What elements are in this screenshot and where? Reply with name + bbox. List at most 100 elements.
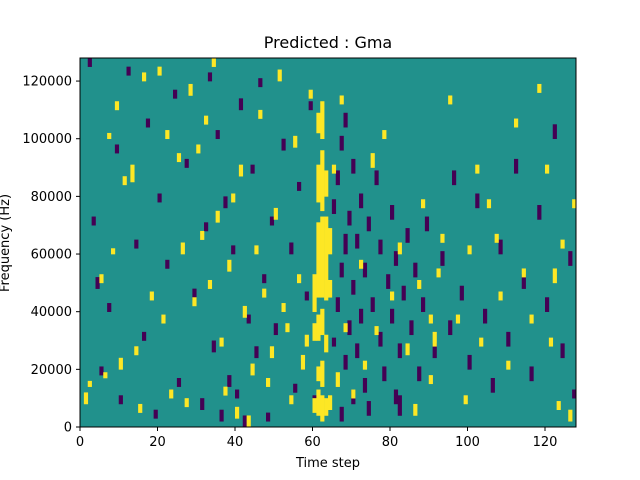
heatmap-cell-high [320, 216, 325, 298]
heatmap-cell-low [378, 331, 383, 347]
plot-area [79, 57, 577, 428]
heatmap-cell-high [142, 72, 147, 82]
heatmap-cell-low [339, 135, 344, 151]
heatmap-cell-high [432, 331, 437, 347]
y-axis-label: Frequency (Hz) [0, 194, 13, 292]
heatmap-cell-high [118, 357, 123, 370]
heatmap-cell-high [475, 164, 480, 174]
heatmap-cell-high [134, 346, 139, 356]
heatmap-cell-low [304, 291, 309, 301]
heatmap-cell-high [506, 360, 511, 370]
heatmap-cell-low [529, 366, 534, 382]
heatmap-cell-low [165, 259, 170, 269]
heatmap-cell-low [335, 170, 340, 186]
heatmap-cell-high [242, 305, 247, 318]
heatmap-cell-high [192, 297, 197, 307]
heatmap-cell-high [320, 360, 325, 387]
heatmap-cell-high [293, 135, 298, 148]
heatmap-cell-low [393, 251, 399, 266]
heatmap-cell-high [277, 69, 282, 82]
heatmap-cell-high [176, 153, 182, 163]
heatmap-cell-low [362, 377, 368, 393]
heatmap-cell-low [331, 337, 337, 347]
heatmap-cell-low [192, 288, 197, 301]
heatmap-cell-high [157, 66, 162, 76]
heatmap-cell-high [316, 389, 321, 416]
heatmap-cell-low [289, 242, 294, 255]
heatmap-cell-low [467, 354, 472, 370]
heatmap-cell-low [87, 58, 92, 67]
y-tick-label: 0 [64, 421, 72, 436]
heatmap-cell-high [421, 199, 426, 209]
heatmap-cell-high [223, 386, 228, 396]
heatmap-cell-low [176, 377, 182, 387]
heatmap-cell-low [347, 320, 352, 336]
x-tick-label: 0 [76, 435, 84, 450]
heatmap-cell-high [428, 375, 433, 385]
heatmap-cell-high [572, 199, 577, 209]
heatmap-cell-low [432, 343, 437, 359]
heatmap-cell-low [343, 112, 348, 128]
heatmap-cell-high [316, 222, 321, 298]
heatmap-cell-low [331, 199, 337, 214]
heatmap-cell-low [204, 222, 209, 232]
heatmap-cell-high [428, 314, 433, 324]
heatmap-cell-high [254, 245, 259, 255]
heatmap-cell-high [188, 83, 193, 96]
heatmap-cell-high [328, 228, 333, 255]
heatmap-cell-high [138, 403, 143, 413]
heatmap-cell-low [362, 262, 368, 278]
heatmap-cell-low [297, 181, 302, 191]
heatmap-cell-high [227, 259, 232, 272]
heatmap-cell-high [537, 83, 542, 93]
heatmap-cell-high [529, 314, 534, 324]
heatmap-cell-high [343, 323, 348, 333]
heatmap-cell-high [335, 372, 340, 387]
heatmap-cell-low [537, 205, 542, 220]
heatmap-cell-high [320, 308, 325, 336]
heatmap-cell-low [281, 138, 286, 151]
heatmap-cell-high [560, 239, 565, 249]
heatmap-cell-low [339, 262, 344, 278]
heatmap-cell-high [304, 334, 309, 347]
heatmap-cell-low [266, 412, 271, 422]
x-tick-label: 100 [455, 435, 480, 450]
heatmap-cell-high [440, 233, 445, 243]
heatmap-cell-high [316, 164, 321, 203]
heatmap-cell-high [479, 337, 484, 347]
heatmap-cell-low [359, 308, 364, 324]
heatmap-cell-low [227, 375, 232, 387]
heatmap-cell-high [87, 380, 92, 387]
heatmap-cell-high [262, 288, 267, 298]
heatmap-cell-high [269, 346, 275, 359]
heatmap-cell-high [180, 242, 185, 255]
heatmap-cell-high [556, 401, 561, 410]
y-axis: 0 20000 40000 60000 80000 100000 120000 [22, 75, 80, 436]
heatmap-cell-low [343, 233, 348, 255]
heatmap-cell-low [114, 144, 120, 154]
heatmap-cell-high [312, 398, 317, 413]
heatmap-cell-low [514, 158, 519, 174]
heatmap-cell-low [359, 193, 364, 209]
heatmap-cell-low [424, 216, 430, 232]
heatmap-cell-high [413, 403, 418, 416]
heatmap-cell-low [219, 409, 224, 422]
heatmap-cell-low [153, 409, 158, 419]
heatmap-cell-high [161, 314, 166, 324]
heatmap-cell-high [300, 354, 306, 370]
heatmap-cell-low [351, 158, 356, 174]
heatmap-cell-high [545, 164, 550, 174]
heatmap-cell-low [293, 383, 298, 393]
heatmap-cell-high [320, 150, 325, 212]
heatmap-cell-high [103, 372, 108, 379]
heatmap-cell-low [145, 118, 151, 128]
heatmap-cell-low [568, 251, 573, 266]
heatmap-cell-low [223, 196, 228, 209]
heatmap-cell-low [401, 285, 406, 301]
heatmap-cell-high [196, 144, 201, 154]
heatmap-cell-low [498, 239, 503, 255]
x-axis: 0 20 40 60 80 100 120 [76, 427, 557, 450]
heatmap-cell-low [157, 193, 162, 203]
plot-frame [79, 57, 577, 428]
